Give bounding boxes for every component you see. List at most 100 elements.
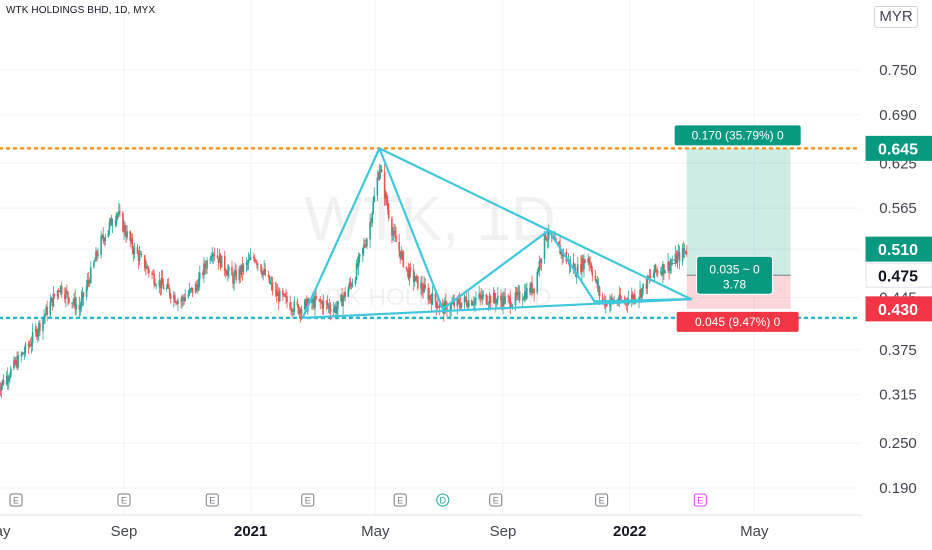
candle-body: [335, 306, 337, 313]
candle: [472, 301, 474, 306]
candle: [270, 276, 273, 291]
pattern-line[interactable]: [301, 147, 381, 319]
candle: [245, 257, 248, 273]
event-marker[interactable]: E: [393, 493, 407, 507]
candle-body: [220, 255, 223, 268]
candle: [104, 233, 107, 246]
event-marker[interactable]: D: [436, 493, 450, 507]
currency-button[interactable]: MYR: [874, 6, 918, 28]
pattern-line[interactable]: [378, 147, 693, 301]
candle-body: [308, 298, 310, 304]
y-tick-label: 0.690: [879, 107, 917, 124]
candle: [387, 202, 390, 222]
candle: [378, 164, 381, 181]
candle: [203, 257, 205, 283]
candle: [96, 249, 98, 262]
earnings-icon[interactable]: [9, 493, 23, 507]
event-marker[interactable]: E: [489, 493, 503, 507]
dividend-icon[interactable]: [436, 493, 450, 507]
candle: [394, 224, 396, 238]
candle-body: [320, 301, 323, 303]
candle: [74, 289, 76, 316]
candle-body: [0, 390, 2, 391]
candle: [175, 300, 177, 306]
candle-body: [132, 249, 135, 255]
earnings-icon[interactable]: [117, 493, 131, 507]
candle: [684, 250, 687, 255]
candle-body: [67, 291, 69, 298]
candle-body: [87, 279, 90, 281]
candle-body: [391, 218, 393, 236]
candle: [486, 295, 489, 306]
candle: [283, 293, 285, 297]
candle-body: [93, 261, 95, 268]
candle-body: [597, 286, 600, 289]
candle-body: [81, 292, 84, 299]
candle: [683, 243, 686, 259]
candle-body: [463, 296, 466, 303]
earnings-icon[interactable]: [205, 493, 219, 507]
candle-body: [400, 251, 403, 259]
candle: [22, 351, 25, 355]
event-marker[interactable]: E: [9, 493, 23, 507]
candle-body: [395, 235, 397, 243]
x-axis[interactable]: May Sep 2021 May Sep 2022 May: [0, 514, 862, 540]
candle: [254, 254, 256, 264]
earnings-icon[interactable]: [301, 493, 315, 507]
candle: [123, 219, 125, 241]
candle-body: [676, 255, 679, 264]
candle: [422, 282, 424, 300]
candle-body: [485, 294, 488, 304]
event-marker[interactable]: E: [205, 493, 219, 507]
candle: [653, 264, 656, 281]
candle: [370, 218, 372, 228]
candle: [20, 351, 23, 363]
x-tick-label: 2022: [613, 523, 646, 540]
earnings-icon[interactable]: [393, 493, 407, 507]
candle-body: [482, 294, 485, 296]
candle: [407, 262, 410, 281]
candle-body: [130, 238, 133, 241]
candle: [321, 299, 324, 315]
candle: [262, 270, 264, 281]
pattern-line[interactable]: [378, 147, 444, 310]
event-marker[interactable]: E: [117, 493, 131, 507]
earnings-icon[interactable]: [595, 493, 609, 507]
candle: [668, 261, 670, 280]
candle: [322, 294, 325, 316]
candle-body: [146, 266, 148, 269]
candle: [17, 351, 19, 370]
candle-body: [225, 273, 228, 276]
candle: [379, 164, 382, 179]
candle: [446, 300, 448, 317]
candle: [276, 283, 279, 297]
candle-body: [422, 290, 424, 293]
candle-body: [393, 231, 395, 235]
event-marker[interactable]: E: [693, 493, 707, 507]
y-axis[interactable]: 0.7500.6900.6250.5650.5100.4450.3750.315…: [862, 0, 932, 550]
candle-body: [347, 288, 350, 297]
candle-body: [217, 257, 220, 264]
candle: [325, 300, 328, 311]
candle: [114, 215, 117, 228]
candle-body: [263, 268, 265, 272]
candle-body: [23, 353, 26, 355]
pattern-line[interactable]: [441, 229, 550, 310]
candle-body: [663, 263, 665, 274]
earnings-icon[interactable]: [489, 493, 503, 507]
candle-body: [412, 269, 415, 282]
candle-body: [394, 231, 396, 236]
earnings-icon[interactable]: [693, 493, 707, 507]
pattern-line[interactable]: [301, 298, 693, 319]
candle: [530, 281, 532, 296]
candle-body: [366, 239, 368, 246]
pattern-line[interactable]: [547, 229, 596, 303]
pattern-lines[interactable]: P: [301, 147, 693, 319]
event-marker[interactable]: E: [595, 493, 609, 507]
event-marker[interactable]: E: [301, 493, 315, 507]
candle-body: [631, 294, 634, 300]
profit-zone: [686, 148, 791, 276]
candle: [351, 278, 354, 288]
